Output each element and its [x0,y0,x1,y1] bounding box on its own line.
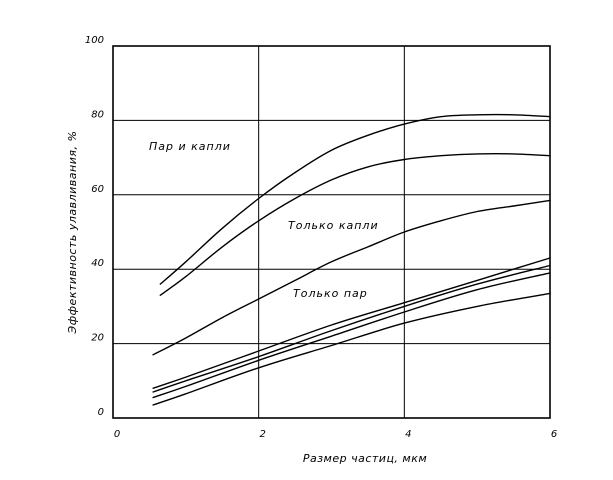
annotation-drops-only: Только капли [288,219,379,232]
y-axis-title: Эффективность улавливания, % [66,131,79,335]
series-line-4 [152,257,551,389]
x-tick-label: 4 [405,429,411,440]
x-tick-label: 0 [114,429,120,440]
series-line-7 [152,292,551,406]
series-line-5 [152,264,551,393]
x-tick-labels: 0 2 4 6 [114,429,557,440]
y-tick-label: 60 [91,184,104,195]
y-tick-labels: 0 20 40 60 80 100 [85,35,104,418]
y-tick-label: 40 [91,258,104,269]
annotation-steam-only: Только пар [293,287,368,300]
series-group [152,113,551,406]
grid [113,46,550,418]
x-tick-label: 2 [259,429,265,440]
y-tick-label: 100 [85,35,104,46]
series-line-1 [159,113,551,285]
y-tick-label: 80 [91,109,104,120]
y-tick-label: 0 [98,407,104,418]
series-line-6 [152,272,551,399]
annotation-steam-and-drops: Пар и капли [149,140,231,153]
series-line-3 [152,199,551,356]
series-line-2 [159,152,551,296]
y-tick-label: 20 [91,333,104,344]
plot-frame [112,45,551,419]
x-tick-label: 6 [551,429,557,440]
x-axis-title: Размер частиц, мкм [303,452,427,465]
